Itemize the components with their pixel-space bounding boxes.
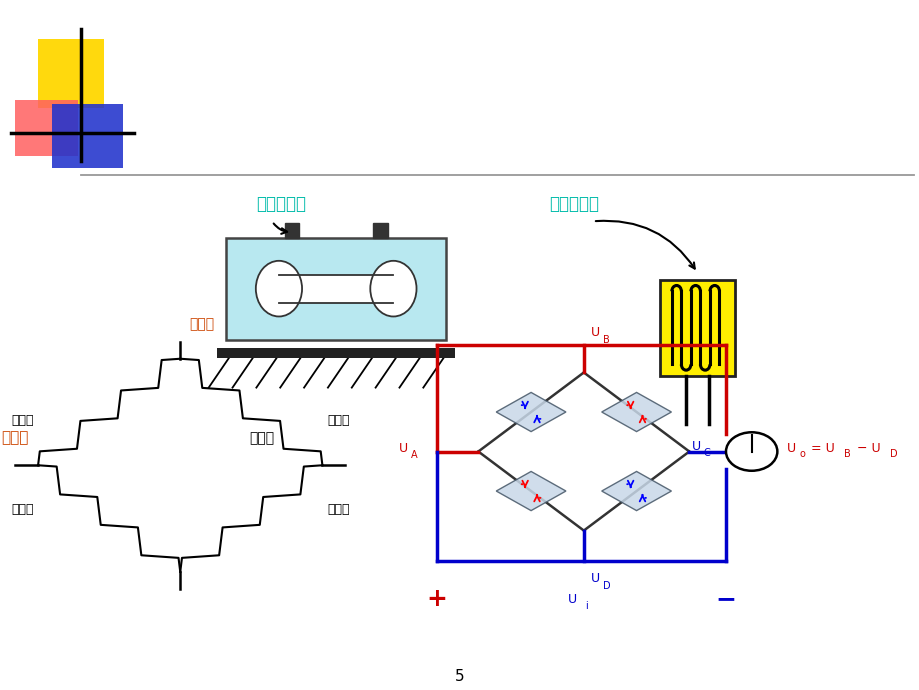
Text: 铜电阻: 铜电阻 bbox=[249, 431, 274, 445]
Bar bbox=[278, 275, 393, 302]
Bar bbox=[372, 223, 387, 238]
Text: 应变计: 应变计 bbox=[11, 414, 33, 427]
Ellipse shape bbox=[369, 261, 416, 317]
Text: 镍电阻: 镍电阻 bbox=[189, 317, 214, 331]
Text: i: i bbox=[584, 601, 587, 611]
Text: U: U bbox=[567, 593, 576, 606]
Text: 铜电阻: 铜电阻 bbox=[2, 431, 28, 445]
Text: B: B bbox=[844, 448, 850, 459]
Bar bbox=[659, 279, 734, 376]
Bar bbox=[15, 99, 77, 156]
Polygon shape bbox=[601, 393, 671, 431]
Bar bbox=[51, 104, 123, 168]
Text: C: C bbox=[703, 448, 710, 458]
Bar bbox=[38, 39, 104, 108]
Text: A: A bbox=[410, 450, 416, 460]
Text: B: B bbox=[603, 335, 609, 344]
Text: D: D bbox=[603, 580, 610, 591]
Text: U: U bbox=[691, 440, 700, 453]
Ellipse shape bbox=[255, 261, 301, 317]
Bar bbox=[285, 223, 300, 238]
Text: +: + bbox=[426, 587, 447, 611]
Polygon shape bbox=[495, 471, 565, 511]
Circle shape bbox=[725, 432, 777, 471]
Text: 应变计: 应变计 bbox=[326, 414, 349, 427]
Text: U: U bbox=[591, 572, 599, 585]
Text: D: D bbox=[890, 448, 897, 459]
Text: = U: = U bbox=[806, 442, 834, 455]
Text: U: U bbox=[786, 442, 795, 455]
Text: −: − bbox=[715, 587, 736, 611]
Text: o: o bbox=[799, 448, 804, 459]
Text: 电阻应变片: 电阻应变片 bbox=[549, 195, 599, 213]
Polygon shape bbox=[495, 393, 565, 431]
Text: 称重传感器: 称重传感器 bbox=[255, 195, 306, 213]
Polygon shape bbox=[601, 471, 671, 511]
Text: 应变计: 应变计 bbox=[326, 504, 349, 516]
Bar bbox=[226, 238, 446, 339]
Text: − U: − U bbox=[852, 442, 879, 455]
Text: 应变计: 应变计 bbox=[11, 504, 33, 516]
Text: 5: 5 bbox=[455, 669, 464, 684]
Text: U: U bbox=[591, 326, 599, 339]
Bar bbox=[217, 348, 455, 358]
Text: U: U bbox=[398, 442, 407, 455]
